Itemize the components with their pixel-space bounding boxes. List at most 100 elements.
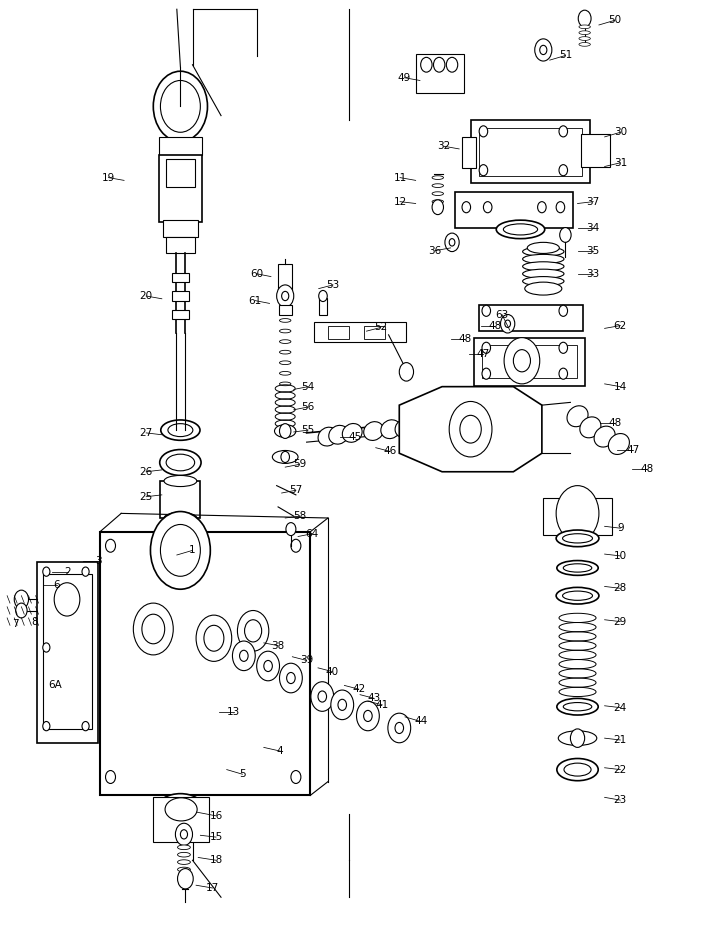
Circle shape bbox=[504, 338, 540, 384]
FancyBboxPatch shape bbox=[278, 264, 292, 290]
Ellipse shape bbox=[580, 417, 601, 438]
Ellipse shape bbox=[523, 262, 564, 271]
Ellipse shape bbox=[166, 454, 195, 471]
Ellipse shape bbox=[468, 418, 490, 439]
Text: 60: 60 bbox=[250, 269, 263, 278]
Ellipse shape bbox=[318, 427, 338, 446]
Ellipse shape bbox=[158, 794, 202, 820]
FancyBboxPatch shape bbox=[319, 298, 327, 315]
FancyBboxPatch shape bbox=[474, 338, 585, 386]
Text: 34: 34 bbox=[587, 224, 600, 233]
FancyBboxPatch shape bbox=[172, 310, 189, 319]
Text: 13: 13 bbox=[227, 708, 240, 717]
Text: 30: 30 bbox=[614, 128, 627, 137]
Text: 49: 49 bbox=[398, 73, 411, 82]
FancyBboxPatch shape bbox=[455, 192, 573, 228]
Text: 38: 38 bbox=[272, 641, 284, 650]
Circle shape bbox=[245, 620, 262, 642]
Circle shape bbox=[556, 202, 565, 213]
Circle shape bbox=[479, 126, 488, 137]
Text: 7: 7 bbox=[12, 620, 19, 629]
Ellipse shape bbox=[579, 43, 590, 46]
Ellipse shape bbox=[165, 798, 195, 815]
Text: 56: 56 bbox=[302, 402, 314, 412]
Circle shape bbox=[482, 342, 491, 353]
Text: 39: 39 bbox=[300, 656, 313, 665]
FancyBboxPatch shape bbox=[479, 128, 582, 176]
Polygon shape bbox=[43, 574, 92, 729]
Circle shape bbox=[449, 401, 492, 457]
Ellipse shape bbox=[563, 591, 593, 600]
Text: 18: 18 bbox=[210, 856, 222, 865]
Ellipse shape bbox=[168, 424, 193, 437]
Ellipse shape bbox=[557, 758, 598, 781]
Circle shape bbox=[445, 233, 459, 252]
Ellipse shape bbox=[558, 731, 597, 746]
Circle shape bbox=[175, 823, 193, 845]
Text: 14: 14 bbox=[614, 382, 627, 391]
Circle shape bbox=[291, 771, 301, 783]
Text: 20: 20 bbox=[140, 291, 153, 301]
Ellipse shape bbox=[556, 530, 599, 547]
Text: 35: 35 bbox=[587, 246, 600, 255]
Circle shape bbox=[279, 424, 291, 438]
Text: 8: 8 bbox=[31, 617, 38, 626]
Circle shape bbox=[279, 663, 302, 693]
Ellipse shape bbox=[160, 450, 201, 475]
Circle shape bbox=[513, 350, 530, 372]
Circle shape bbox=[82, 567, 89, 576]
FancyBboxPatch shape bbox=[471, 120, 590, 183]
Ellipse shape bbox=[178, 859, 190, 864]
Circle shape bbox=[559, 368, 568, 379]
Ellipse shape bbox=[579, 37, 590, 41]
Ellipse shape bbox=[503, 224, 538, 235]
FancyBboxPatch shape bbox=[279, 305, 292, 314]
Circle shape bbox=[232, 641, 255, 671]
Circle shape bbox=[482, 305, 491, 316]
FancyBboxPatch shape bbox=[166, 159, 195, 187]
Ellipse shape bbox=[279, 382, 291, 386]
Ellipse shape bbox=[342, 424, 362, 442]
Ellipse shape bbox=[279, 318, 291, 322]
Ellipse shape bbox=[178, 868, 190, 871]
Text: 41: 41 bbox=[376, 700, 389, 709]
Circle shape bbox=[178, 869, 193, 889]
Circle shape bbox=[482, 368, 491, 379]
Circle shape bbox=[14, 590, 29, 609]
Ellipse shape bbox=[395, 419, 415, 438]
Circle shape bbox=[331, 690, 354, 720]
Text: 16: 16 bbox=[210, 811, 222, 820]
Text: 48: 48 bbox=[488, 321, 501, 330]
Ellipse shape bbox=[563, 534, 593, 543]
FancyBboxPatch shape bbox=[482, 345, 577, 378]
Ellipse shape bbox=[608, 434, 630, 454]
Circle shape bbox=[153, 71, 207, 142]
Ellipse shape bbox=[432, 176, 443, 179]
Circle shape bbox=[240, 650, 248, 661]
Ellipse shape bbox=[272, 450, 298, 463]
Circle shape bbox=[133, 603, 173, 655]
Ellipse shape bbox=[364, 422, 384, 440]
Text: 3: 3 bbox=[95, 556, 102, 565]
Circle shape bbox=[82, 722, 89, 731]
Ellipse shape bbox=[594, 426, 615, 447]
FancyBboxPatch shape bbox=[163, 220, 198, 237]
Circle shape bbox=[318, 691, 327, 702]
Text: 46: 46 bbox=[384, 447, 396, 456]
Circle shape bbox=[538, 202, 546, 213]
Text: 24: 24 bbox=[614, 703, 627, 712]
Text: 47: 47 bbox=[477, 350, 490, 359]
Text: 48: 48 bbox=[608, 418, 621, 427]
Text: 4: 4 bbox=[277, 746, 284, 756]
Ellipse shape bbox=[579, 31, 590, 34]
Circle shape bbox=[559, 165, 568, 176]
Text: 47: 47 bbox=[627, 446, 640, 455]
Circle shape bbox=[237, 610, 269, 651]
Circle shape bbox=[449, 239, 455, 246]
Text: 53: 53 bbox=[327, 280, 339, 290]
Text: 9: 9 bbox=[617, 524, 624, 533]
Text: 28: 28 bbox=[614, 584, 627, 593]
Circle shape bbox=[43, 567, 50, 576]
Text: 51: 51 bbox=[559, 51, 572, 60]
Circle shape bbox=[106, 539, 116, 552]
